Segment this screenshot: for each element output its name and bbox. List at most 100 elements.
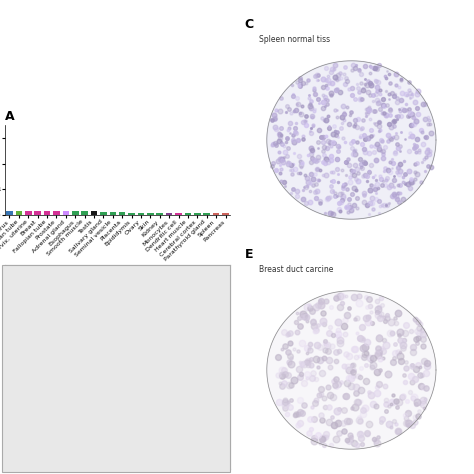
Point: [301, 118, 308, 125]
Point: [290, 137, 297, 144]
Point: [387, 124, 395, 131]
Bar: [203, 213, 210, 215]
Point: [381, 167, 388, 174]
Bar: [6, 211, 13, 215]
Point: [362, 349, 370, 357]
Point: [322, 116, 329, 124]
Point: [422, 384, 430, 392]
Point: [411, 419, 419, 426]
Point: [396, 147, 404, 155]
Point: [334, 332, 342, 340]
Point: [348, 144, 356, 152]
Point: [268, 117, 275, 124]
Point: [353, 315, 361, 322]
Point: [301, 401, 308, 409]
Point: [310, 416, 318, 423]
Point: [411, 99, 419, 106]
Point: [347, 434, 355, 441]
Point: [349, 137, 357, 145]
Point: [417, 383, 424, 390]
Point: [361, 350, 369, 358]
Point: [317, 297, 324, 305]
Point: [388, 192, 396, 200]
Point: [353, 204, 360, 211]
Point: [366, 91, 374, 99]
Point: [375, 380, 383, 388]
Point: [323, 194, 331, 202]
Point: [293, 310, 301, 317]
Point: [332, 348, 340, 356]
Point: [382, 176, 390, 183]
Point: [288, 81, 295, 89]
Point: [333, 77, 340, 84]
Point: [281, 182, 289, 190]
Point: [351, 64, 359, 72]
Point: [370, 435, 378, 443]
Point: [357, 70, 365, 78]
Point: [340, 71, 347, 78]
Point: [362, 404, 369, 411]
Point: [319, 138, 327, 146]
Point: [408, 121, 416, 129]
Point: [338, 166, 346, 173]
Point: [355, 177, 362, 185]
Point: [411, 168, 419, 176]
Point: [330, 421, 337, 429]
Point: [310, 86, 318, 94]
Point: [355, 413, 363, 420]
Point: [313, 72, 320, 79]
Point: [421, 115, 428, 123]
Point: [294, 136, 301, 144]
Point: [280, 179, 287, 186]
Point: [373, 308, 380, 315]
Point: [294, 422, 301, 429]
Point: [319, 104, 327, 112]
Point: [300, 312, 308, 320]
Point: [378, 344, 385, 351]
Point: [276, 380, 284, 387]
Point: [331, 107, 338, 114]
Point: [317, 391, 325, 398]
Point: [302, 314, 310, 321]
Point: [268, 163, 276, 170]
Point: [362, 81, 369, 88]
Point: [333, 407, 341, 415]
Point: [363, 109, 370, 117]
Point: [304, 358, 311, 365]
Point: [375, 122, 383, 130]
Point: [419, 128, 426, 136]
Point: [371, 107, 378, 114]
Point: [318, 436, 325, 443]
Point: [383, 311, 391, 319]
Point: [272, 116, 279, 123]
Point: [283, 102, 291, 110]
Point: [383, 201, 390, 209]
Point: [363, 303, 371, 310]
Point: [309, 146, 316, 154]
Point: [375, 197, 383, 205]
Point: [385, 183, 392, 191]
Point: [354, 138, 361, 146]
Point: [413, 327, 421, 335]
Point: [286, 125, 293, 132]
Point: [421, 133, 429, 140]
Point: [402, 364, 410, 372]
Point: [324, 84, 331, 92]
Point: [344, 364, 352, 371]
Point: [386, 79, 394, 87]
Point: [375, 333, 383, 341]
Point: [362, 362, 370, 369]
Point: [327, 156, 335, 164]
Point: [395, 331, 402, 338]
Point: [304, 361, 312, 368]
Point: [375, 145, 383, 152]
Point: [334, 171, 341, 178]
Point: [295, 365, 303, 373]
Point: [400, 336, 408, 344]
Point: [283, 399, 291, 407]
Point: [323, 144, 330, 151]
Point: [365, 210, 373, 218]
Point: [378, 137, 385, 145]
Point: [367, 392, 374, 399]
Point: [292, 107, 300, 114]
